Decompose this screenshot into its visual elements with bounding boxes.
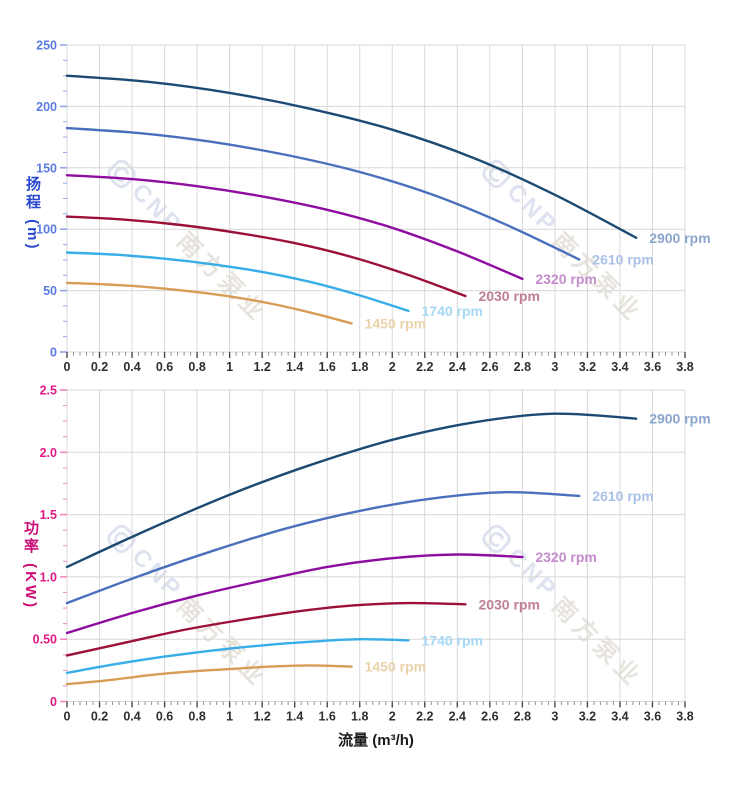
x-tick-label: 0.8 — [188, 710, 205, 724]
x-tick-label: 0.6 — [156, 360, 173, 374]
series-label-1740-rpm-power-vs-flow: 1740 rpm — [422, 632, 483, 648]
x-tick-label: 3.6 — [644, 360, 661, 374]
x-tick-label: 0.4 — [123, 710, 140, 724]
chart-power-vs-flow: 0 0.50 1.0 1.5 2.0 2.5 0 0.2 0.4 0.6 0.8 1 1.2 1.4 1.6… — [33, 384, 711, 724]
x-tick-label: 1 — [226, 360, 233, 374]
y-tick-label: 250 — [36, 39, 57, 53]
series-label-2030-rpm-head-vs-flow: 2030 rpm — [478, 288, 539, 304]
x-tick-label: 0 — [64, 360, 71, 374]
curve-2030-rpm-head-vs-flow — [65, 215, 467, 298]
y-axis-head-vs-flow: 0 50 100 150 200 250 — [36, 39, 67, 360]
x-tick-label: 0.2 — [91, 360, 108, 374]
y-tick-label: 100 — [36, 223, 57, 237]
x-tick-label: 1.4 — [286, 360, 303, 374]
x-tick-label: 1.8 — [351, 360, 368, 374]
x-tick-label: 2.4 — [449, 710, 466, 724]
series-label-2320-rpm-power-vs-flow: 2320 rpm — [535, 549, 596, 565]
curve-2610-rpm-head-vs-flow — [65, 126, 581, 261]
curve-1740-rpm-power-vs-flow — [65, 637, 410, 674]
curve-1450-rpm-power-vs-flow — [65, 664, 353, 686]
x-tick-label: 2 — [389, 710, 396, 724]
y-axis-power-vs-flow: 0 0.50 1.0 1.5 2.0 2.5 — [33, 384, 67, 709]
x-tick-label: 3 — [551, 710, 558, 724]
x-tick-label: 1.2 — [253, 710, 270, 724]
x-tick-label: 3.2 — [579, 360, 596, 374]
x-tick-label: 3.6 — [644, 710, 661, 724]
x-tick-label: 1 — [226, 710, 233, 724]
y-tick-label: 200 — [36, 100, 57, 114]
x-tick-label: 2.6 — [481, 710, 498, 724]
grid-power-vs-flow — [66, 389, 686, 702]
x-tick-label: 2.4 — [449, 360, 466, 374]
y-tick-label: 2.0 — [40, 446, 57, 460]
curve-2900-rpm-power-vs-flow — [65, 412, 638, 569]
series-label-2030-rpm-power-vs-flow: 2030 rpm — [478, 596, 539, 612]
x-tick-label: 2.8 — [514, 360, 531, 374]
y-tick-label: 150 — [36, 161, 57, 175]
series-label-2320-rpm-head-vs-flow: 2320 rpm — [535, 271, 596, 287]
curve-2610-rpm-power-vs-flow — [65, 490, 581, 605]
series-label-1740-rpm-head-vs-flow: 1740 rpm — [422, 303, 483, 319]
curve-2320-rpm-head-vs-flow — [65, 174, 524, 281]
y-tick-label: 0 — [50, 346, 57, 360]
x-tick-label: 1.2 — [253, 360, 270, 374]
x-tick-label: 0.4 — [123, 360, 140, 374]
x-tick-label: 1.6 — [319, 710, 336, 724]
x-tick-label: 2.2 — [416, 710, 433, 724]
x-tick-label: 3.2 — [579, 710, 596, 724]
curve-1740-rpm-head-vs-flow — [65, 251, 410, 313]
x-axis-title-flow: 流量 (m³/h) — [338, 732, 414, 749]
x-axis-power-vs-flow: 0 0.2 0.4 0.6 0.8 1 1.2 1.4 1.6 1.8 2 2.2 2.4 2.6 2.8 3… — [64, 701, 694, 724]
x-tick-label: 0 — [64, 710, 71, 724]
series-label-2900-rpm-power-vs-flow: 2900 rpm — [649, 411, 710, 427]
curve-1450-rpm-head-vs-flow — [65, 281, 353, 325]
x-tick-label: 3 — [551, 360, 558, 374]
series-label-1450-rpm-power-vs-flow: 1450 rpm — [365, 659, 426, 675]
x-tick-label: 3.8 — [676, 710, 693, 724]
x-tick-label: 2.6 — [481, 360, 498, 374]
y-tick-label: 0.50 — [33, 633, 57, 647]
x-tick-label: 3.4 — [611, 360, 628, 374]
series-label-2610-rpm-head-vs-flow: 2610 rpm — [592, 252, 653, 268]
x-tick-label: 2 — [389, 360, 396, 374]
series-label-2900-rpm-head-vs-flow: 2900 rpm — [649, 230, 710, 246]
x-tick-label: 3.8 — [676, 360, 693, 374]
x-tick-label: 1.6 — [319, 360, 336, 374]
chart-head-vs-flow: 0 50 100 150 200 250 0 0.2 0.4 0.6 0.8 1 1.2 1.4 1.6 1.… — [36, 39, 711, 375]
x-tick-label: 1.8 — [351, 710, 368, 724]
x-tick-label: 2.8 — [514, 710, 531, 724]
x-tick-label: 0.8 — [188, 360, 205, 374]
y-axis-title-head: 扬程 (m) — [24, 176, 41, 252]
x-tick-label: 3.4 — [611, 710, 628, 724]
series-label-1450-rpm-head-vs-flow: 1450 rpm — [365, 315, 426, 331]
curve-2030-rpm-power-vs-flow — [65, 601, 467, 657]
y-tick-label: 1.0 — [40, 570, 57, 584]
x-tick-label: 0.2 — [91, 710, 108, 724]
grid-head-vs-flow — [66, 44, 686, 353]
y-axis-title-power: 功率 (KW) — [22, 520, 39, 611]
y-tick-label: 0 — [50, 695, 57, 709]
y-tick-label: 2.5 — [40, 384, 57, 398]
x-axis-head-vs-flow: 0 0.2 0.4 0.6 0.8 1 1.2 1.4 1.6 1.8 2 2.2 2.4 2.6 2.8 3… — [64, 352, 694, 374]
curve-2900-rpm-head-vs-flow — [65, 74, 638, 239]
x-tick-label: 2.2 — [416, 360, 433, 374]
x-tick-label: 1.4 — [286, 710, 303, 724]
curve-2320-rpm-power-vs-flow — [65, 553, 524, 635]
x-tick-label: 0.6 — [156, 710, 173, 724]
series-label-2610-rpm-power-vs-flow: 2610 rpm — [592, 488, 653, 504]
y-tick-label: 50 — [43, 284, 57, 298]
y-tick-label: 1.5 — [40, 508, 57, 522]
